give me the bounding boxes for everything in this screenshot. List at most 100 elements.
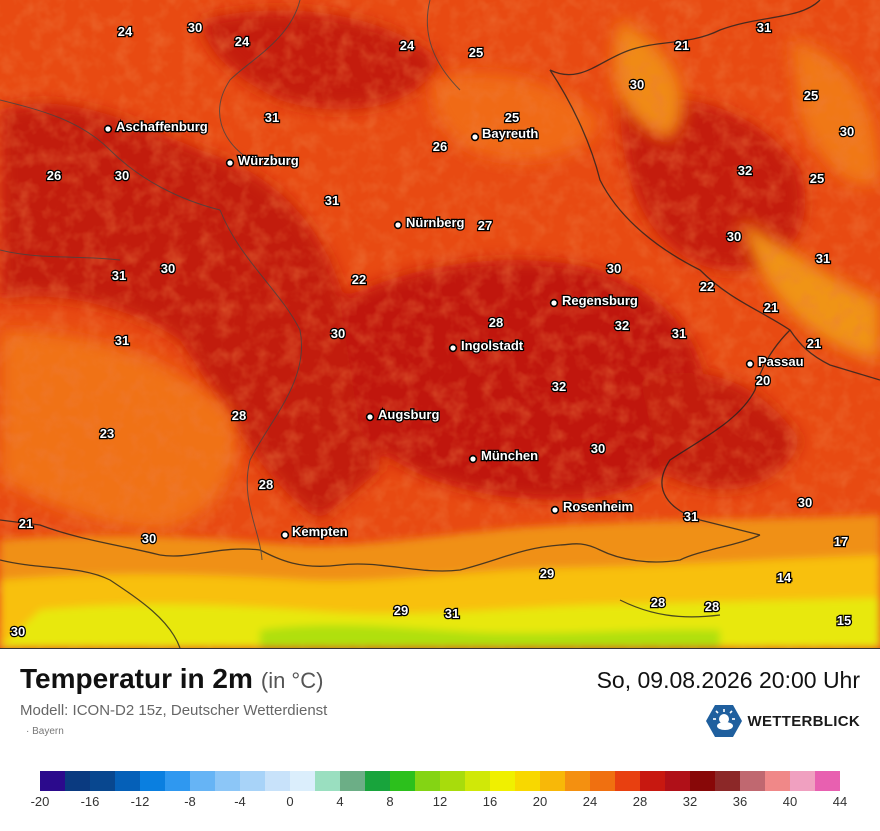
- temp-value: 30: [607, 261, 621, 276]
- forecast-datetime: So, 09.08.2026 20:00 Uhr: [596, 667, 860, 693]
- temp-value: 31: [672, 326, 686, 341]
- temp-value: 31: [816, 251, 830, 266]
- scale-swatch: [690, 771, 715, 791]
- model-info: Modell: ICON-D2 15z, Deutscher Wetterdie…: [20, 702, 328, 719]
- temp-value: 25: [804, 88, 818, 103]
- scale-swatch: [340, 771, 365, 791]
- temp-value: 32: [738, 163, 752, 178]
- scale-tick-label: 40: [782, 794, 798, 809]
- scale-swatch: [40, 771, 65, 791]
- temp-value: 25: [505, 110, 519, 125]
- scale-swatch: [440, 771, 465, 791]
- city-regensburg[interactable]: Regensburg: [549, 292, 639, 309]
- scale-swatch: [65, 771, 90, 791]
- temp-value: 32: [615, 318, 629, 333]
- temp-value: 32: [552, 379, 566, 394]
- city-label: Rosenheim: [563, 499, 633, 514]
- city-wuerzburg[interactable]: Würzburg: [225, 152, 300, 169]
- city-label: Kempten: [292, 524, 348, 539]
- city-aschaffenburg[interactable]: Aschaffenburg: [103, 118, 209, 135]
- scale-tick-label: 16: [482, 794, 498, 809]
- scale-swatch: [790, 771, 815, 791]
- scale-tick-label: -8: [184, 794, 196, 809]
- temp-value: 21: [764, 300, 778, 315]
- city-kempten[interactable]: Kempten: [280, 523, 349, 540]
- city-passau[interactable]: Passau: [745, 353, 805, 370]
- scale-tick-label: 24: [582, 794, 598, 809]
- scale-tick-label: -16: [80, 794, 100, 809]
- scale-tick-label: 4: [336, 794, 344, 809]
- scale-tick-label: 8: [386, 794, 394, 809]
- temp-value: 23: [100, 426, 114, 441]
- region-label: · Bayern: [26, 726, 64, 737]
- temp-value: 21: [675, 38, 689, 53]
- city-label: Regensburg: [562, 293, 638, 308]
- scale-swatch: [590, 771, 615, 791]
- city-label: München: [481, 448, 538, 463]
- title-text: Temperatur in 2m: [20, 663, 253, 694]
- city-muenchen[interactable]: München: [468, 447, 539, 464]
- scale-swatch: [465, 771, 490, 791]
- city-rosenheim[interactable]: Rosenheim: [550, 498, 634, 515]
- wetterblick-logo[interactable]: WETTERBLICK: [705, 704, 860, 738]
- temp-value: 28: [705, 599, 719, 614]
- city-augsburg[interactable]: Augsburg: [365, 406, 441, 423]
- temp-value: 31: [757, 20, 771, 35]
- temp-value: 30: [161, 261, 175, 276]
- temp-value: 30: [331, 326, 345, 341]
- temp-value: 29: [540, 566, 554, 581]
- city-bayreuth[interactable]: Bayreuth: [470, 125, 540, 142]
- scale-swatch: [365, 771, 390, 791]
- temp-value: 21: [807, 336, 821, 351]
- temp-value: 24: [118, 24, 133, 39]
- scale-tick-label: 12: [432, 794, 448, 809]
- scale-swatch: [390, 771, 415, 791]
- borders: [0, 0, 880, 648]
- scale-tick-label: 20: [532, 794, 548, 809]
- temp-value: 28: [489, 315, 503, 330]
- temp-value: 31: [115, 333, 129, 348]
- temp-value: 31: [684, 509, 698, 524]
- logo-text: WETTERBLICK: [747, 712, 860, 730]
- city-label: Nürnberg: [406, 215, 465, 230]
- scale-tick-label: 28: [632, 794, 648, 809]
- city-nuernberg[interactable]: Nürnberg: [393, 214, 466, 231]
- scale-swatch: [815, 771, 840, 791]
- scale-tick-label: 0: [286, 794, 294, 809]
- alpine-region: [0, 515, 880, 648]
- scale-swatch: [190, 771, 215, 791]
- temp-value: 30: [630, 77, 644, 92]
- scale-tick-label: 36: [732, 794, 748, 809]
- temp-value: 30: [142, 531, 156, 546]
- temp-value: 26: [47, 168, 61, 183]
- sun-cloud-icon: [705, 705, 742, 737]
- city-label: Augsburg: [378, 407, 439, 422]
- city-label: Aschaffenburg: [116, 119, 208, 134]
- scale-tick-label: -20: [30, 794, 50, 809]
- temp-value: 24: [235, 34, 250, 49]
- temperature-labels: 24 30 24 24 25 21 31 30 25 30 31 25 26 3…: [9, 19, 855, 641]
- city-ingolstadt[interactable]: Ingolstadt: [448, 337, 525, 354]
- temp-value: 30: [11, 624, 25, 639]
- temp-value: 24: [400, 38, 415, 53]
- scale-swatch: [665, 771, 690, 791]
- temp-value: 28: [232, 408, 246, 423]
- scale-tick-label: -12: [130, 794, 150, 809]
- temp-value: 30: [188, 20, 202, 35]
- map-title: Temperatur in 2m (in °C): [20, 663, 323, 695]
- scale-swatch: [765, 771, 790, 791]
- scale-swatch: [240, 771, 265, 791]
- temp-value: 22: [352, 272, 366, 287]
- scale-swatch: [290, 771, 315, 791]
- scale-swatch: [215, 771, 240, 791]
- temp-value: 30: [115, 168, 129, 183]
- temp-value: 25: [810, 171, 824, 186]
- temp-value: 28: [651, 595, 665, 610]
- scale-swatch: [715, 771, 740, 791]
- scale-swatch: [415, 771, 440, 791]
- scale-swatch: [515, 771, 540, 791]
- scale-swatch: [615, 771, 640, 791]
- temp-value: 31: [325, 193, 339, 208]
- scale-swatch: [740, 771, 765, 791]
- scale-swatch: [265, 771, 290, 791]
